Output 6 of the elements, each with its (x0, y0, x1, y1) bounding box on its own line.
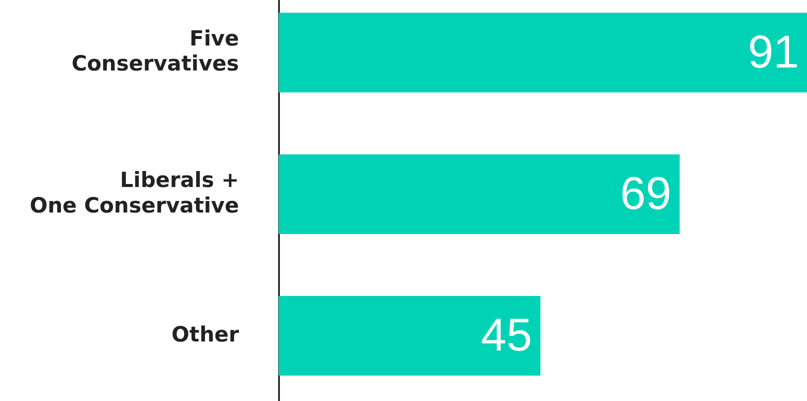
y-tick-label: Other (172, 322, 240, 346)
data-label: 45 (480, 308, 532, 360)
y-tick-label: Liberals + One Conservative (30, 168, 239, 218)
y-tick-label: Five Conservatives (72, 26, 239, 76)
data-label: 69 (620, 166, 672, 219)
data-label: 91 (748, 25, 799, 78)
